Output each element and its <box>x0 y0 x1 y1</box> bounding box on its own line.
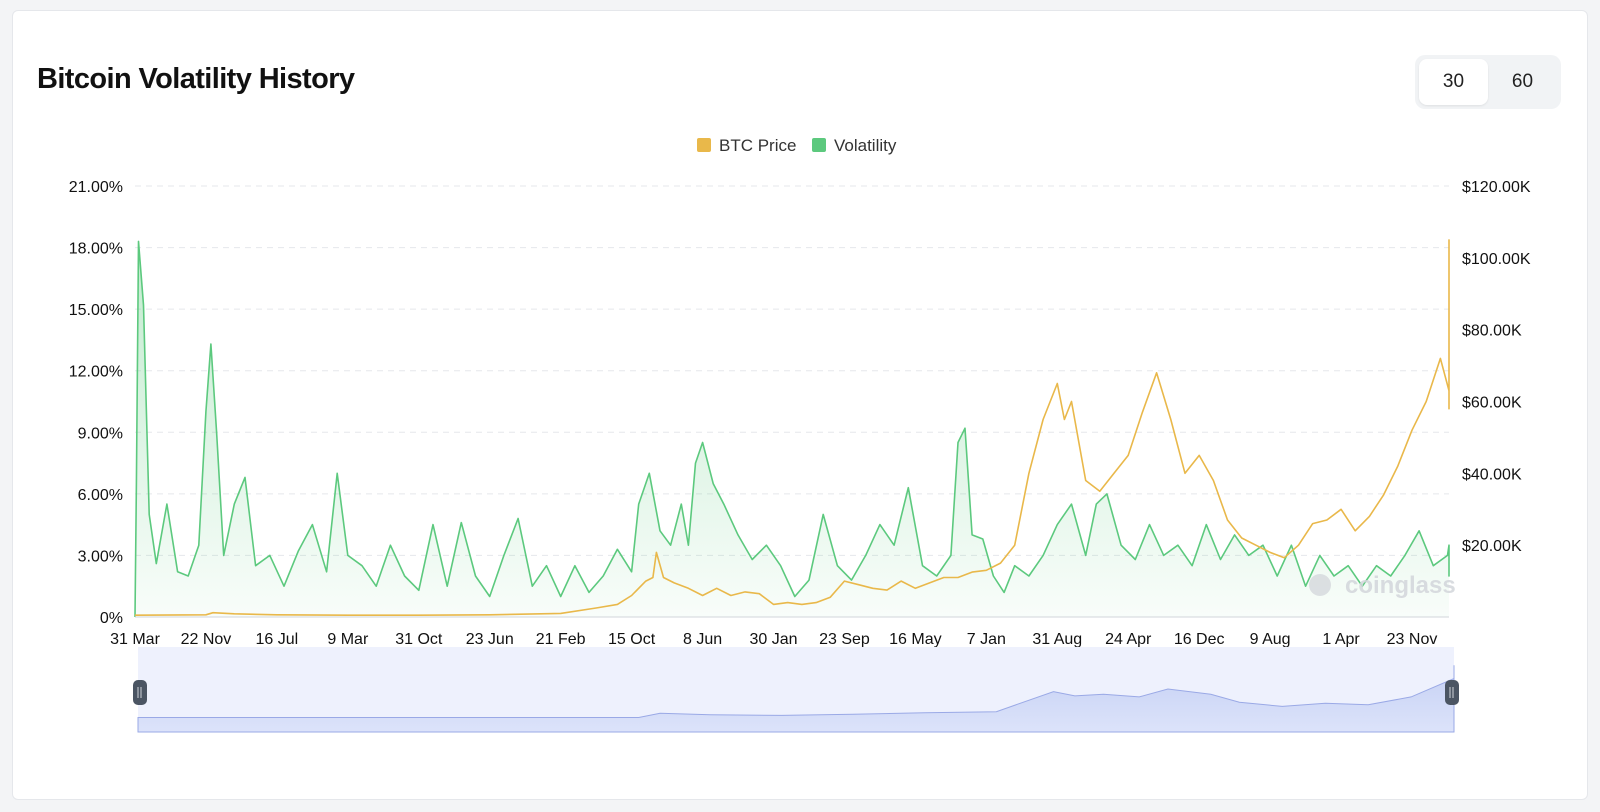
legend-label-btc-price[interactable]: BTC Price <box>719 136 796 155</box>
x-tick-label: 8 Jun <box>683 631 722 648</box>
y-left-tick-label: 9.00% <box>78 425 123 442</box>
volatility-area <box>135 241 1449 617</box>
x-tick-label: 7 Jan <box>967 631 1006 648</box>
y-axis-right: $20.00K $40.00K $60.00K $80.00K $100.00K $120… <box>1462 179 1531 555</box>
navigator-right-handle[interactable] <box>1445 680 1459 705</box>
y-right-tick-label: $60.00K <box>1462 395 1522 412</box>
x-tick-label: 23 Sep <box>819 631 870 648</box>
y-left-tick-label: 21.00% <box>69 179 123 196</box>
period-60-button[interactable]: 60 <box>1511 71 1534 92</box>
legend-swatch-btc-price[interactable] <box>697 138 711 152</box>
y-left-tick-label: 18.00% <box>69 241 123 258</box>
x-axis: 31 Mar 22 Nov 16 Jul 9 Mar 31 Oct 23 Jun 21 Fe… <box>110 631 1437 648</box>
x-tick-label: 1 Apr <box>1322 631 1360 648</box>
y-axis-left: 0% 3.00% 6.00% 9.00% 12.00% 15.00% 18.00% 21.00… <box>69 179 123 627</box>
chart-legend: BTC Price Volatility <box>697 136 897 155</box>
x-tick-label: 23 Nov <box>1387 631 1438 648</box>
y-left-tick-label: 6.00% <box>78 487 123 504</box>
navigator-left-handle[interactable] <box>133 680 147 705</box>
x-tick-label: 24 Apr <box>1105 631 1152 648</box>
x-tick-label: 15 Oct <box>608 631 656 648</box>
period-toggle: 30 60 <box>1415 55 1561 109</box>
x-tick-label: 9 Aug <box>1250 631 1291 648</box>
range-navigator[interactable] <box>133 647 1459 733</box>
x-tick-label: 31 Oct <box>395 631 443 648</box>
x-tick-label: 16 Jul <box>256 631 299 648</box>
x-tick-label: 16 May <box>889 631 941 648</box>
navigator-price-area <box>137 665 1455 733</box>
series-layer <box>134 239 1450 618</box>
y-right-tick-label: $120.00K <box>1462 179 1531 196</box>
x-tick-label: 21 Feb <box>536 631 586 648</box>
x-tick-label: 23 Jun <box>466 631 514 648</box>
period-30-button[interactable]: 30 <box>1419 59 1488 105</box>
y-right-tick-label: $100.00K <box>1462 251 1531 268</box>
y-left-tick-label: 0% <box>100 610 123 627</box>
legend-label-volatility[interactable]: Volatility <box>834 136 897 155</box>
coinglass-logo-icon <box>1309 574 1331 596</box>
y-left-tick-label: 3.00% <box>78 548 123 565</box>
x-tick-label: 31 Mar <box>110 631 160 648</box>
page-title: Bitcoin Volatility History <box>37 63 355 95</box>
coinglass-watermark: coinglass <box>1309 572 1456 599</box>
watermark-text: coinglass <box>1345 572 1456 599</box>
btc-price-line <box>134 239 1450 616</box>
legend-swatch-volatility[interactable] <box>812 138 826 152</box>
y-left-tick-label: 12.00% <box>69 364 123 381</box>
y-left-tick-label: 15.00% <box>69 302 123 319</box>
y-right-tick-label: $80.00K <box>1462 323 1522 340</box>
volatility-line <box>134 240 1450 618</box>
gridlines <box>135 185 1449 556</box>
x-tick-label: 30 Jan <box>749 631 797 648</box>
y-right-tick-label: $20.00K <box>1462 538 1522 555</box>
x-tick-label: 9 Mar <box>327 631 369 648</box>
x-tick-label: 31 Aug <box>1032 631 1082 648</box>
y-right-tick-label: $40.00K <box>1462 466 1522 483</box>
x-tick-label: 22 Nov <box>181 631 232 648</box>
x-tick-label: 16 Dec <box>1174 631 1225 648</box>
